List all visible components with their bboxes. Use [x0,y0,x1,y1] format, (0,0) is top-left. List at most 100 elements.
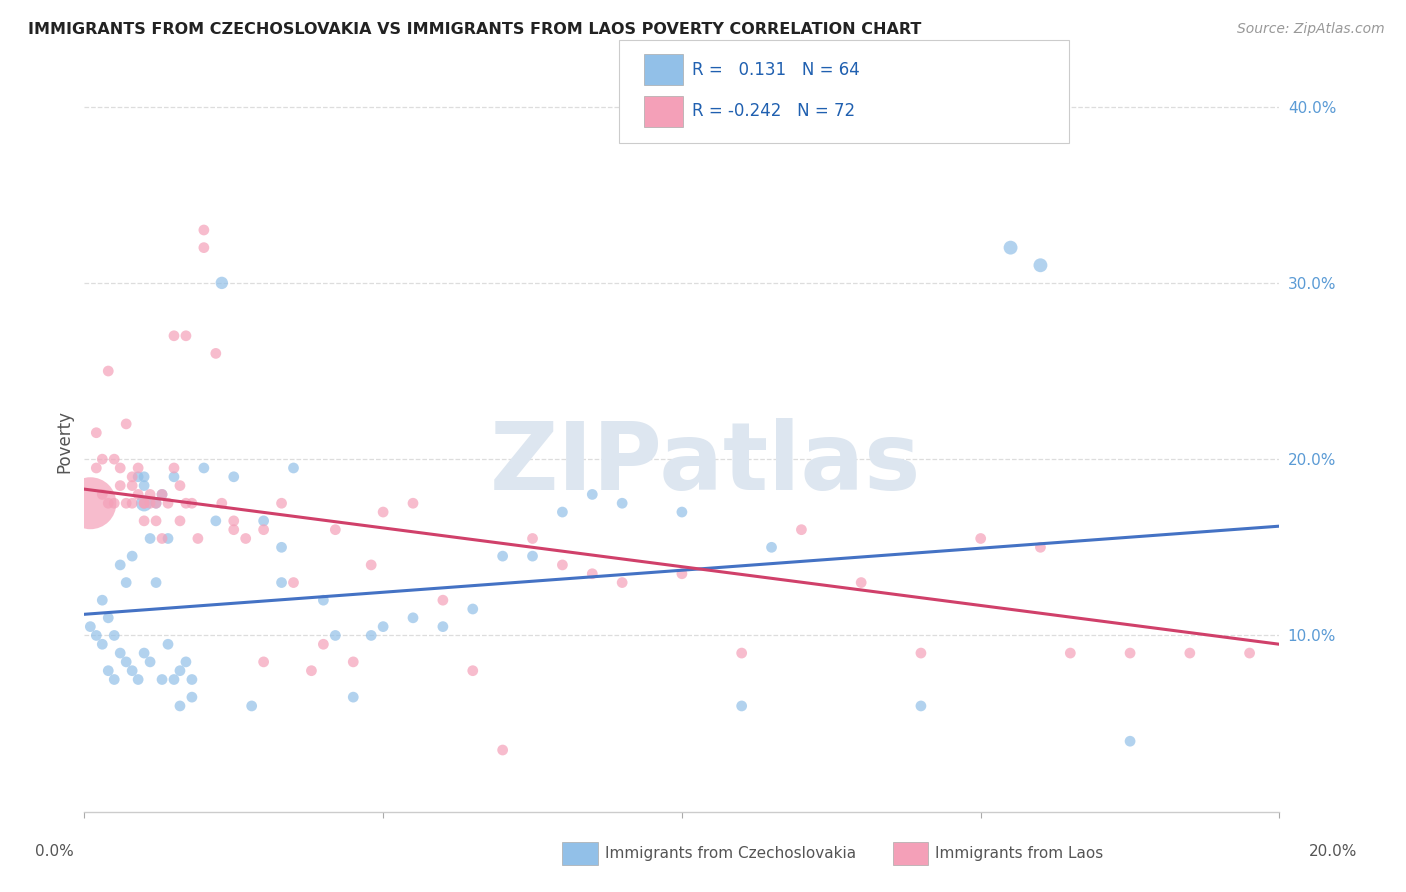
Point [373,505,395,519]
Point [91,593,114,607]
Point [551,505,574,519]
Point [342,655,364,669]
Point [91,637,114,651]
Point [1178,646,1201,660]
Point [127,470,149,484]
Point [127,461,149,475]
Point [970,532,993,546]
Y-axis label: Poverty: Poverty [55,410,73,473]
Point [121,470,143,484]
Point [115,655,138,669]
Point [163,470,186,484]
Point [1059,646,1081,660]
Point [157,532,180,546]
Point [132,514,156,528]
Text: IMMIGRANTS FROM CZECHOSLOVAKIA VS IMMIGRANTS FROM LAOS POVERTY CORRELATION CHART: IMMIGRANTS FROM CZECHOSLOVAKIA VS IMMIGR… [28,22,921,37]
Point [461,664,484,678]
Point [157,496,180,510]
Point [342,690,364,705]
Point [86,461,108,475]
Point [110,461,132,475]
Point [761,541,783,555]
Text: Immigrants from Laos: Immigrants from Laos [935,847,1104,861]
Point [270,575,292,590]
Point [240,698,263,713]
Point [150,487,173,501]
Point [91,452,114,467]
Point [360,628,382,642]
Point [181,496,204,510]
Point [1119,734,1142,748]
Point [187,532,209,546]
Point [127,673,149,687]
Point [1000,241,1022,255]
Point [211,276,233,290]
Point [103,628,125,642]
Text: R = -0.242   N = 72: R = -0.242 N = 72 [692,103,855,120]
Point [110,646,132,660]
Point [253,514,276,528]
Point [150,673,173,687]
Text: ZIPatlas: ZIPatlas [491,417,921,509]
Point [1119,646,1142,660]
Point [145,496,167,510]
Point [461,602,484,616]
Point [325,523,347,537]
Point [139,532,162,546]
Point [97,611,120,625]
Text: Source: ZipAtlas.com: Source: ZipAtlas.com [1237,22,1385,37]
Point [270,496,292,510]
Point [115,496,138,510]
Point [115,417,138,431]
Point [731,698,754,713]
Point [79,619,101,633]
Point [157,637,180,651]
Point [103,496,125,510]
Point [432,593,454,607]
Point [612,575,634,590]
Text: R =   0.131   N = 64: R = 0.131 N = 64 [692,61,859,78]
Point [671,566,693,581]
Point [174,655,197,669]
Point [163,328,186,343]
Point [169,664,191,678]
Point [1029,258,1052,272]
Point [174,328,197,343]
Point [145,496,167,510]
Point [145,575,167,590]
Point [145,514,167,528]
Point [910,698,932,713]
Point [86,425,108,440]
Point [115,575,138,590]
Point [132,496,156,510]
Point [373,619,395,633]
Point [132,646,156,660]
Point [97,664,120,678]
Point [222,514,245,528]
Point [312,637,335,651]
Point [121,478,143,492]
Point [132,496,156,510]
Point [127,487,149,501]
Point [86,628,108,642]
Point [492,743,515,757]
Point [222,523,245,537]
Point [235,532,257,546]
Point [169,514,191,528]
Point [169,478,191,492]
Point [253,523,276,537]
Point [169,698,191,713]
Point [139,496,162,510]
Point [253,655,276,669]
Point [121,664,143,678]
Point [581,566,603,581]
Point [139,655,162,669]
Point [174,496,197,510]
Point [110,478,132,492]
Point [132,470,156,484]
Point [402,496,425,510]
Point [551,558,574,572]
Point [163,673,186,687]
Point [97,496,120,510]
Point [522,549,544,563]
